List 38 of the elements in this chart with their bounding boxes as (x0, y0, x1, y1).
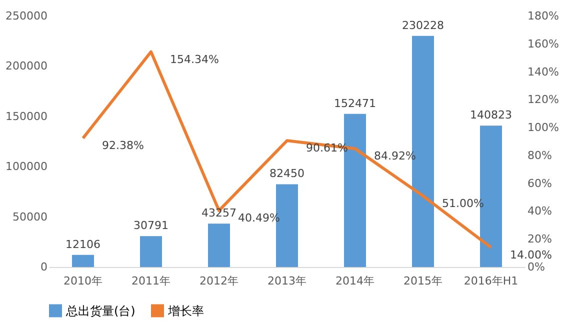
data-label: 43257 (202, 206, 236, 220)
legend-label: 增长率 (167, 304, 204, 318)
data-label: 92.38% (102, 139, 144, 152)
data-label: 154.34% (170, 52, 219, 66)
y-tick-label: 250000 (6, 10, 48, 22)
y2-tick-label: 60% (528, 176, 552, 190)
x-tick-label: 2012年 (200, 274, 238, 288)
y-tick-label: 0 (40, 260, 48, 274)
data-label: 12106 (66, 238, 100, 251)
data-label: 230228 (402, 18, 444, 32)
x-tick-label: 2016年H1 (464, 274, 518, 288)
y2-tick-label: 100% (528, 121, 559, 134)
bar (208, 224, 230, 267)
data-label: 140823 (470, 108, 512, 122)
y2-tick-label: 120% (528, 93, 559, 106)
y2-tick-label: 40% (528, 204, 552, 218)
data-label: 82450 (270, 167, 304, 180)
y-tick-label: 50000 (12, 210, 48, 224)
x-tick-label: 2015年 (404, 274, 442, 288)
legend-label: 总出货量(台) (65, 304, 136, 318)
x-tick-label: 2010年 (64, 274, 102, 288)
y2-tick-label: 180% (528, 10, 559, 22)
x-tick-label: 2013年 (268, 274, 306, 288)
data-label: 30791 (134, 219, 168, 232)
bar (140, 236, 162, 267)
y2-tick-label: 160% (528, 37, 559, 50)
data-label: 14.00% (510, 248, 552, 262)
y-tick-label: 150000 (6, 110, 48, 123)
y2-tick-label: 20% (528, 232, 552, 246)
data-label: 152471 (334, 96, 376, 110)
y2-tick-label: 0% (528, 260, 545, 274)
y-tick-label: 200000 (6, 60, 48, 73)
bar (72, 254, 94, 267)
y2-tick-label: 80% (528, 148, 552, 162)
y2-tick-label: 140% (528, 65, 559, 78)
x-tick-label: 2011年 (132, 274, 170, 288)
x-tick-label: 2014年 (336, 274, 374, 288)
y-tick-label: 100000 (6, 160, 48, 174)
